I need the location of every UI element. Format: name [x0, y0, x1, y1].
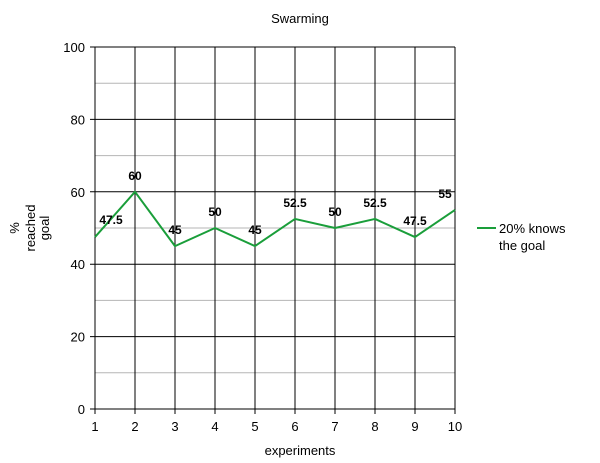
data-label: 45 — [248, 223, 262, 237]
x-tick-label: 4 — [211, 419, 218, 434]
x-tick-label: 9 — [411, 419, 418, 434]
y-axis-label-line: reached — [23, 205, 38, 252]
legend-label: 20% knows — [499, 221, 566, 236]
y-axis-label-line: goal — [37, 216, 52, 241]
x-tick-label: 2 — [131, 419, 138, 434]
legend: 20% knows the goal — [477, 221, 566, 253]
grid — [90, 46, 456, 414]
data-label: 52.5 — [283, 196, 307, 210]
y-tick-label: 40 — [71, 257, 85, 272]
y-axis-label-line: % — [7, 222, 22, 234]
x-tick-label: 7 — [331, 419, 338, 434]
chart-title: Swarming — [271, 11, 329, 26]
data-label: 52.5 — [363, 196, 387, 210]
data-label: 47.5 — [99, 213, 123, 227]
series-line — [94, 190, 456, 248]
x-tick-label: 10 — [448, 419, 462, 434]
series-group: 47.5 60 45 50 45 52.5 50 52.5 47.5 55 — [94, 169, 456, 248]
y-tick-label: 0 — [78, 402, 85, 417]
data-label: 60 — [128, 169, 142, 183]
x-tick-label: 8 — [371, 419, 378, 434]
x-tick-label: 6 — [291, 419, 298, 434]
legend-label: the goal — [499, 238, 545, 253]
data-label: 55 — [438, 187, 452, 201]
y-tick-label: 60 — [71, 185, 85, 200]
y-axis-ticks: 0 20 40 60 80 100 — [63, 40, 85, 417]
data-label: 50 — [208, 205, 222, 219]
data-label: 45 — [168, 223, 182, 237]
y-tick-label: 100 — [63, 40, 85, 55]
x-tick-label: 3 — [171, 419, 178, 434]
data-label: 50 — [328, 205, 342, 219]
x-tick-label: 1 — [91, 419, 98, 434]
y-axis-label: % reached goal — [7, 205, 52, 252]
x-tick-label: 5 — [251, 419, 258, 434]
x-axis-label: experiments — [265, 443, 336, 458]
y-tick-label: 20 — [71, 330, 85, 345]
data-label: 47.5 — [403, 214, 427, 228]
x-axis-ticks: 1 2 3 4 5 6 7 8 9 10 — [91, 419, 462, 434]
y-tick-label: 80 — [71, 112, 85, 127]
